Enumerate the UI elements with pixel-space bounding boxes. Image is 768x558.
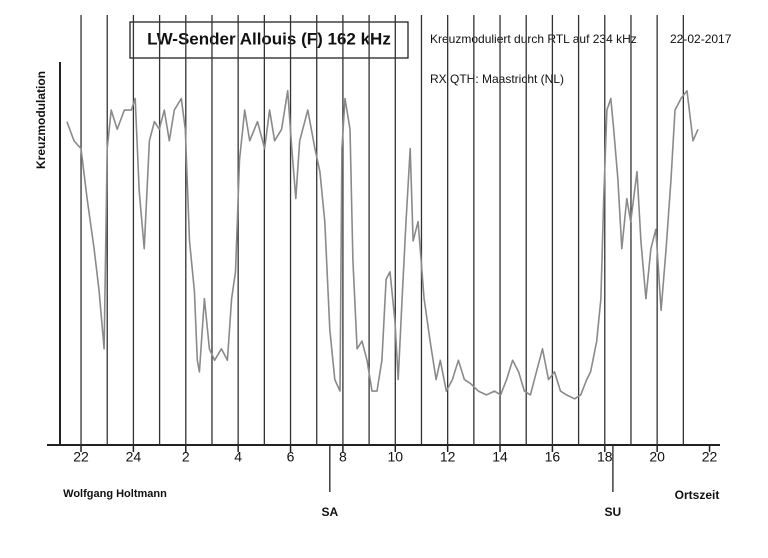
- date: 22-02-2017: [670, 32, 732, 46]
- title-box: [129, 21, 409, 59]
- y-axis-label: Kreuzmodulation: [34, 71, 48, 169]
- chart-title: LW-Sender Allouis (F) 162 kHz: [147, 29, 391, 48]
- x-tick-label: 24: [126, 449, 142, 465]
- annotation: SU: [605, 505, 622, 519]
- trace: [66, 90, 699, 400]
- annotation: SA: [321, 505, 338, 519]
- note: RX QTH: Maastricht (NL): [430, 72, 564, 86]
- x-tick-label: 4: [234, 449, 242, 465]
- x-tick-label: 18: [597, 449, 613, 465]
- x-tick-label: 8: [339, 449, 347, 465]
- x-tick-label: 14: [492, 449, 508, 465]
- x-tick-label: 12: [440, 449, 456, 465]
- x-tick-label: 22: [702, 449, 718, 465]
- x-tick-label: 6: [287, 449, 295, 465]
- x-tick-label: 10: [387, 449, 403, 465]
- x-tick-label: 2: [182, 449, 190, 465]
- author: Wolfgang Holtmann: [63, 488, 167, 500]
- x-tick-label: 22: [73, 449, 89, 465]
- subtitle: Kreuzmoduliert durch RTL auf 234 kHz: [430, 32, 637, 46]
- x-axis-label: Ortszeit: [675, 488, 720, 502]
- x-tick-label: 20: [649, 449, 665, 465]
- x-tick-label: 16: [545, 449, 561, 465]
